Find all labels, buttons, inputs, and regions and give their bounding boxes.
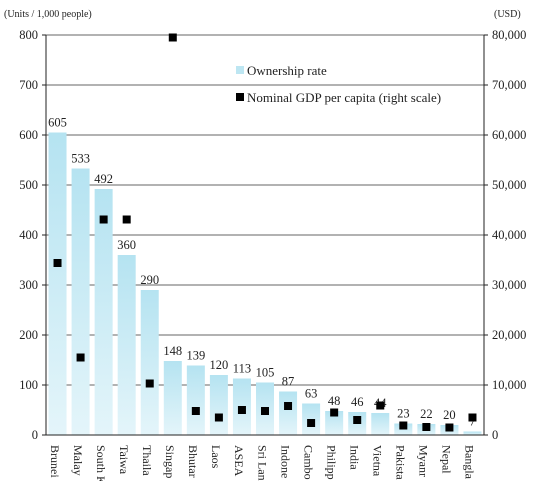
right-tick-label: 30,000 bbox=[492, 278, 526, 292]
category-label: Indone bbox=[278, 445, 292, 478]
value-label: 605 bbox=[48, 116, 67, 130]
legend-label-gdp: Nominal GDP per capita (right scale) bbox=[247, 90, 441, 105]
category-label: Brunei bbox=[48, 445, 62, 478]
left-tick-label: 0 bbox=[32, 428, 38, 442]
bar-malaysia bbox=[71, 168, 90, 435]
gdp-point bbox=[399, 421, 408, 430]
category-label: Bhutar bbox=[186, 445, 200, 478]
left-tick-label: 700 bbox=[19, 78, 38, 92]
gdp-point bbox=[168, 33, 177, 42]
right-tick-label: 20,000 bbox=[492, 328, 526, 342]
category-label: Cambo bbox=[301, 445, 315, 480]
legend-swatch-gdp bbox=[236, 93, 244, 101]
gdp-point bbox=[445, 423, 454, 432]
bar-taiwan bbox=[117, 255, 136, 435]
value-label: 20 bbox=[443, 408, 456, 422]
category-label: Sri Lan bbox=[255, 445, 269, 481]
gdp-point bbox=[214, 413, 223, 422]
legend: Ownership rate Nominal GDP per capita (r… bbox=[236, 63, 441, 105]
category-label: Bangla bbox=[463, 445, 477, 480]
gdp-point bbox=[468, 413, 477, 422]
left-tick-label: 300 bbox=[19, 278, 38, 292]
bar-bangladesh bbox=[463, 431, 482, 435]
left-tick-label: 600 bbox=[19, 128, 38, 142]
gdp-point bbox=[53, 259, 62, 267]
bar-singapore bbox=[163, 361, 182, 435]
category-label: Myanr bbox=[417, 445, 431, 477]
bar-thailand bbox=[140, 290, 159, 435]
bar-philippines bbox=[325, 411, 344, 435]
gdp-point bbox=[284, 402, 293, 410]
gdp-point bbox=[422, 423, 431, 431]
gdp-point bbox=[76, 353, 85, 362]
category-label: Singap bbox=[163, 445, 177, 478]
gdp-point bbox=[122, 215, 131, 224]
value-label: 360 bbox=[117, 238, 136, 252]
bar-indonesia bbox=[279, 391, 298, 435]
value-label: 46 bbox=[351, 395, 364, 409]
gdp-points bbox=[53, 33, 477, 432]
gdp-point bbox=[261, 407, 269, 415]
right-tick-label: 40,000 bbox=[492, 228, 526, 242]
value-label: 22 bbox=[420, 407, 433, 421]
value-label: 48 bbox=[328, 394, 341, 408]
category-label: ASEA bbox=[232, 445, 246, 477]
left-tick-label: 200 bbox=[19, 328, 38, 342]
category-label: Taiwa bbox=[117, 445, 131, 475]
value-label: 87 bbox=[282, 375, 295, 389]
gdp-point bbox=[145, 379, 154, 388]
left-tick-label: 400 bbox=[19, 228, 38, 242]
value-label: 533 bbox=[71, 152, 90, 166]
left-tick-label: 800 bbox=[19, 28, 38, 42]
bar-bhutan bbox=[186, 365, 205, 435]
bar-laos bbox=[209, 375, 228, 435]
left-axis-ticks: 0 100 200 300 400 500 600 700 800 bbox=[19, 28, 46, 442]
legend-swatch-ownership bbox=[236, 66, 244, 74]
category-label: Laos bbox=[209, 445, 223, 469]
category-label: South K bbox=[94, 445, 108, 481]
category-label: Philipp bbox=[324, 445, 338, 480]
category-label: Thaila bbox=[140, 445, 154, 476]
category-label: Vietna bbox=[371, 445, 385, 477]
value-label: 105 bbox=[256, 366, 275, 380]
gdp-point bbox=[330, 408, 339, 417]
category-labels: Brunei Malay South K Taiwa Thaila Singap Bhuta… bbox=[48, 445, 477, 481]
right-tick-label: 10,000 bbox=[492, 378, 526, 392]
right-axis-unit: (USD) bbox=[494, 9, 521, 20]
gdp-point bbox=[307, 419, 316, 427]
gdp-point bbox=[237, 406, 246, 414]
category-label: India bbox=[347, 445, 361, 470]
left-tick-label: 100 bbox=[19, 378, 38, 392]
value-label: 139 bbox=[186, 349, 205, 363]
value-label: 492 bbox=[94, 172, 113, 186]
category-label: Malay bbox=[71, 445, 85, 476]
right-tick-label: 70,000 bbox=[492, 78, 526, 92]
value-label: 23 bbox=[397, 407, 410, 421]
gdp-point bbox=[376, 401, 385, 410]
right-axis-ticks: 0 10,000 20,000 30,000 40,000 50,000 60,000 70,… bbox=[484, 28, 526, 442]
category-label: Nepal bbox=[440, 445, 454, 474]
right-tick-label: 80,000 bbox=[492, 28, 526, 42]
gdp-point bbox=[99, 215, 108, 224]
right-tick-label: 60,000 bbox=[492, 128, 526, 142]
bar-vietnam bbox=[371, 413, 390, 435]
right-tick-label: 50,000 bbox=[492, 178, 526, 192]
bars bbox=[48, 132, 482, 435]
category-label: Pakista bbox=[394, 445, 408, 480]
gdp-point bbox=[191, 407, 200, 415]
value-label: 63 bbox=[305, 387, 318, 401]
value-label: 290 bbox=[140, 273, 159, 287]
bar-south-korea bbox=[94, 189, 113, 435]
right-tick-label: 0 bbox=[492, 428, 498, 442]
legend-label-ownership: Ownership rate bbox=[247, 63, 327, 78]
value-label: 113 bbox=[233, 362, 251, 376]
left-axis-unit: (Units / 1,000 people) bbox=[4, 9, 92, 20]
value-labels: 6055334923602901481391201131058763484644… bbox=[48, 116, 475, 429]
value-label: 148 bbox=[163, 344, 182, 358]
left-tick-label: 500 bbox=[19, 178, 38, 192]
bar-brunei bbox=[48, 132, 67, 435]
gdp-point bbox=[353, 416, 362, 424]
value-label: 120 bbox=[210, 358, 229, 372]
